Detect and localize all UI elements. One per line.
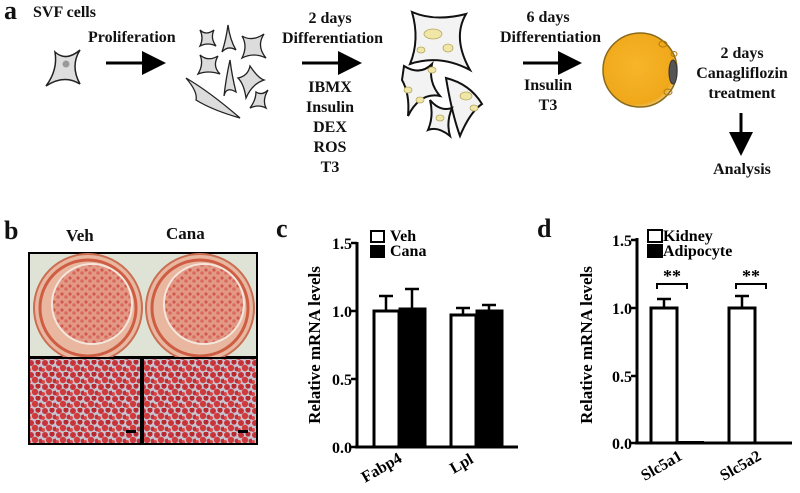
proliferation-label: Proliferation [88, 29, 176, 46]
legend-cana-swatch [370, 245, 385, 258]
reagent-insulin-2: Insulin [523, 77, 573, 94]
veh-column-label: Veh [66, 226, 94, 245]
reagent-ros: ROS [313, 139, 347, 156]
legend-kidney-label: Kidney [663, 228, 713, 245]
panel-a-letter: a [4, 0, 17, 25]
lipid-droplets-small [403, 28, 479, 122]
bar-slc5a1-kidney [649, 306, 679, 445]
legend-cana-label: Cana [390, 243, 426, 260]
reagent-t3: T3 [320, 159, 340, 176]
panel-c-letter: c [276, 214, 288, 243]
bar-lpl-veh [449, 313, 478, 449]
chart-c-ytick-3: 1.5 [332, 236, 352, 253]
micrograph-veh [28, 357, 142, 445]
legend-veh-swatch [370, 230, 385, 243]
chart-d-ytick-0: 0.0 [612, 436, 632, 453]
chart-c-ytick-2: 1.0 [332, 304, 352, 321]
bar-fabp4-cana [398, 307, 427, 449]
sig-stars-slc5a1: ** [663, 266, 681, 286]
bar-lpl-cana [475, 309, 504, 449]
differentiating-cells-icon [400, 10, 484, 139]
legend-veh-label: Veh [390, 228, 416, 245]
analysis-label: Analysis [713, 161, 771, 178]
reagent-ibmx: IBMX [308, 79, 352, 96]
chart-d-ylabel: Relative mRNA levels [577, 266, 596, 424]
step2-differentiation: Differentiation [282, 30, 384, 47]
scale-bar-cana [238, 430, 248, 433]
sig-bracket-slc5a2 [735, 283, 767, 289]
chart-c-ytick-1: 0.5 [332, 372, 352, 389]
svf-cells-label: SVF cells [33, 4, 96, 21]
chart-d-ytick-2: 1.0 [612, 301, 632, 318]
reagent-t3-2: T3 [538, 97, 558, 114]
reagent-insulin: Insulin [305, 99, 355, 116]
xlabel-slc5a1: Slc5a1 [638, 448, 685, 485]
chart-d-ytick-3: 1.5 [612, 233, 632, 250]
mature-adipocyte-icon [602, 32, 678, 108]
xlabel-slc5a2: Slc5a2 [717, 448, 764, 485]
chart-d-ytick-1: 0.5 [612, 369, 632, 386]
proliferated-cells-icon [185, 24, 269, 119]
xlabel-lpl: Lpl [447, 450, 477, 477]
chart-c: Relative mRNA levels 0.0 0.5 1.0 1.5 Veh… [305, 228, 518, 487]
step4-canagliflozin: Canagliflozin [696, 65, 788, 82]
step4-treatment: treatment [708, 85, 776, 102]
bar-slc5a1-adipocyte [678, 441, 704, 443]
sig-stars-slc5a2: ** [742, 266, 760, 286]
dish-veh [33, 253, 143, 363]
chart-c-ytick-0: 0.0 [332, 440, 352, 457]
step3-differentiation: Differentiation [500, 29, 602, 46]
step3-days: 6 days [526, 9, 570, 26]
oil-red-o-images [28, 252, 258, 445]
svf-cell-icon [45, 49, 83, 87]
bar-fabp4-veh [372, 309, 401, 449]
scale-bar-veh [126, 430, 136, 433]
workflow-diagram [45, 10, 753, 156]
chart-c-ylabel: Relative mRNA levels [305, 266, 324, 424]
sig-bracket-slc5a1 [656, 283, 688, 289]
legend-adipocyte-label: Adipocyte [663, 243, 732, 260]
chart-d: Relative mRNA levels 0.0 0.5 1.0 1.5 ** … [577, 228, 792, 485]
step4-days: 2 days [720, 45, 764, 62]
step2-days: 2 days [308, 10, 352, 27]
bar-slc5a2-kidney [727, 306, 757, 445]
legend-kidney-swatch [647, 229, 663, 243]
panel-d-letter: d [537, 214, 552, 243]
xlabel-fabp4: Fabp4 [359, 450, 405, 487]
panel-b-letter: b [4, 216, 19, 245]
reagent-dex: DEX [313, 119, 347, 136]
dish-cana [145, 253, 255, 363]
legend-adipocyte-swatch [647, 244, 663, 258]
cana-column-label: Cana [166, 224, 205, 243]
micrograph-cana [142, 357, 258, 445]
